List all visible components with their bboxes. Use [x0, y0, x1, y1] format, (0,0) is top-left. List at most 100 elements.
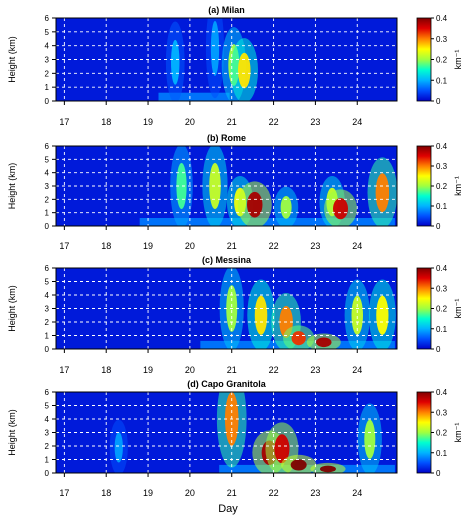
x-tick-label: 23 — [310, 488, 320, 498]
y-tick-label: 4 — [45, 291, 50, 300]
x-tick-label: 18 — [101, 488, 111, 498]
colorbar-tick-label: 0 — [436, 222, 441, 231]
aerosol-layer-core — [291, 331, 306, 346]
x-tick-label: 18 — [101, 365, 111, 375]
aerosol-layer-core — [254, 295, 268, 335]
y-tick-label: 2 — [45, 195, 50, 204]
x-tick-label: 19 — [143, 241, 153, 251]
colorbar-tick-label: 0.3 — [436, 162, 448, 171]
heatmap-marks — [158, 18, 259, 101]
x-tick-label: 24 — [352, 241, 362, 251]
heatmap-marks — [139, 146, 397, 226]
aerosol-layer-core — [274, 434, 290, 464]
y-tick-label: 1 — [45, 83, 50, 92]
colorbar-tick-label: 0.1 — [436, 449, 448, 458]
colorbar-tick-label: 0.3 — [436, 35, 448, 44]
y-tick-label: 5 — [45, 155, 50, 164]
colorbar-unit-label: km⁻¹ — [453, 299, 463, 319]
x-tick-label: 22 — [269, 241, 279, 251]
panel-title: (c) Messina — [202, 255, 252, 265]
aerosol-layer-core — [333, 198, 349, 220]
aerosol-layer-core — [210, 21, 220, 76]
y-tick-label: 0 — [45, 469, 50, 478]
aerosol-layer-core — [375, 173, 390, 213]
y-tick-label: 3 — [45, 56, 50, 65]
colorbar-tick-label: 0.2 — [436, 429, 448, 438]
y-tick-label: 2 — [45, 318, 50, 327]
colorbar-tick-label: 0.3 — [436, 284, 448, 293]
colorbar-tick-label: 0.4 — [436, 14, 448, 23]
colorbar-tick-label: 0.1 — [436, 325, 448, 334]
colorbar-tick-label: 0.4 — [436, 264, 448, 273]
y-tick-label: 6 — [45, 14, 50, 23]
aerosol-layer-core — [170, 39, 180, 85]
x-tick-label: 17 — [59, 365, 69, 375]
colorbar-unit-label: km⁻¹ — [453, 50, 463, 70]
aerosol-layer-core — [290, 459, 307, 471]
x-tick-label: 21 — [227, 117, 237, 127]
y-tick-label: 4 — [45, 169, 50, 178]
panel-title: (a) Milan — [208, 5, 245, 15]
colorbar-tick-label: 0.2 — [436, 305, 448, 314]
x-tick-label: 17 — [59, 488, 69, 498]
colorbar-unit-label: km⁻¹ — [453, 423, 463, 443]
aerosol-layer-core — [176, 162, 187, 210]
colorbar-tick-label: 0.3 — [436, 408, 448, 417]
y-tick-label: 5 — [45, 402, 50, 411]
x-tick-label: 22 — [269, 117, 279, 127]
colorbar-tick-label: 0 — [436, 97, 441, 106]
y-tick-label: 1 — [45, 332, 50, 341]
y-tick-label: 5 — [45, 28, 50, 37]
x-tick-label: 21 — [227, 365, 237, 375]
x-tick-label: 20 — [185, 241, 195, 251]
y-axis-label: Height (km) — [7, 163, 17, 210]
aerosol-layer-core — [246, 191, 263, 218]
y-tick-label: 4 — [45, 42, 50, 51]
aerosol-layer-core — [376, 295, 389, 335]
aerosol-layer-core — [238, 52, 251, 89]
y-tick-label: 6 — [45, 388, 50, 397]
x-tick-label: 22 — [269, 365, 279, 375]
y-axis-label: Height (km) — [7, 409, 17, 456]
y-tick-label: 2 — [45, 442, 50, 451]
x-tick-label: 19 — [143, 365, 153, 375]
aerosol-layer-core — [364, 419, 376, 459]
x-axis-label: Day — [218, 503, 238, 515]
x-tick-label: 23 — [310, 117, 320, 127]
aerosol-layer-core — [316, 337, 332, 348]
colorbar — [416, 17, 432, 102]
y-tick-label: 1 — [45, 456, 50, 465]
panel-title: (b) Rome — [207, 133, 246, 143]
colorbar-tick-label: 0 — [436, 345, 441, 354]
x-tick-label: 18 — [101, 117, 111, 127]
boundary-layer-band — [158, 92, 230, 101]
colorbar — [416, 267, 432, 350]
colorbar-tick-label: 0.4 — [436, 142, 448, 151]
y-tick-label: 0 — [45, 345, 50, 354]
colorbar-tick-label: 0.4 — [436, 388, 448, 397]
colorbar-tick-label: 0 — [436, 469, 441, 478]
x-tick-label: 24 — [352, 117, 362, 127]
y-tick-label: 0 — [45, 222, 50, 231]
x-tick-label: 23 — [310, 365, 320, 375]
y-tick-label: 3 — [45, 429, 50, 438]
x-tick-label: 24 — [352, 488, 362, 498]
aerosol-layer-core — [280, 195, 292, 219]
aerosol-layer-core — [319, 465, 336, 473]
x-tick-label: 20 — [185, 365, 195, 375]
x-tick-label: 19 — [143, 488, 153, 498]
x-tick-label: 21 — [227, 488, 237, 498]
y-tick-label: 6 — [45, 142, 50, 151]
y-tick-label: 6 — [45, 264, 50, 273]
x-tick-label: 24 — [352, 365, 362, 375]
y-tick-label: 1 — [45, 209, 50, 218]
y-tick-label: 5 — [45, 278, 50, 287]
colorbar-unit-label: km⁻¹ — [453, 176, 463, 196]
panel-title: (d) Capo Granitola — [187, 379, 266, 389]
x-tick-label: 22 — [269, 488, 279, 498]
x-tick-label: 21 — [227, 241, 237, 251]
